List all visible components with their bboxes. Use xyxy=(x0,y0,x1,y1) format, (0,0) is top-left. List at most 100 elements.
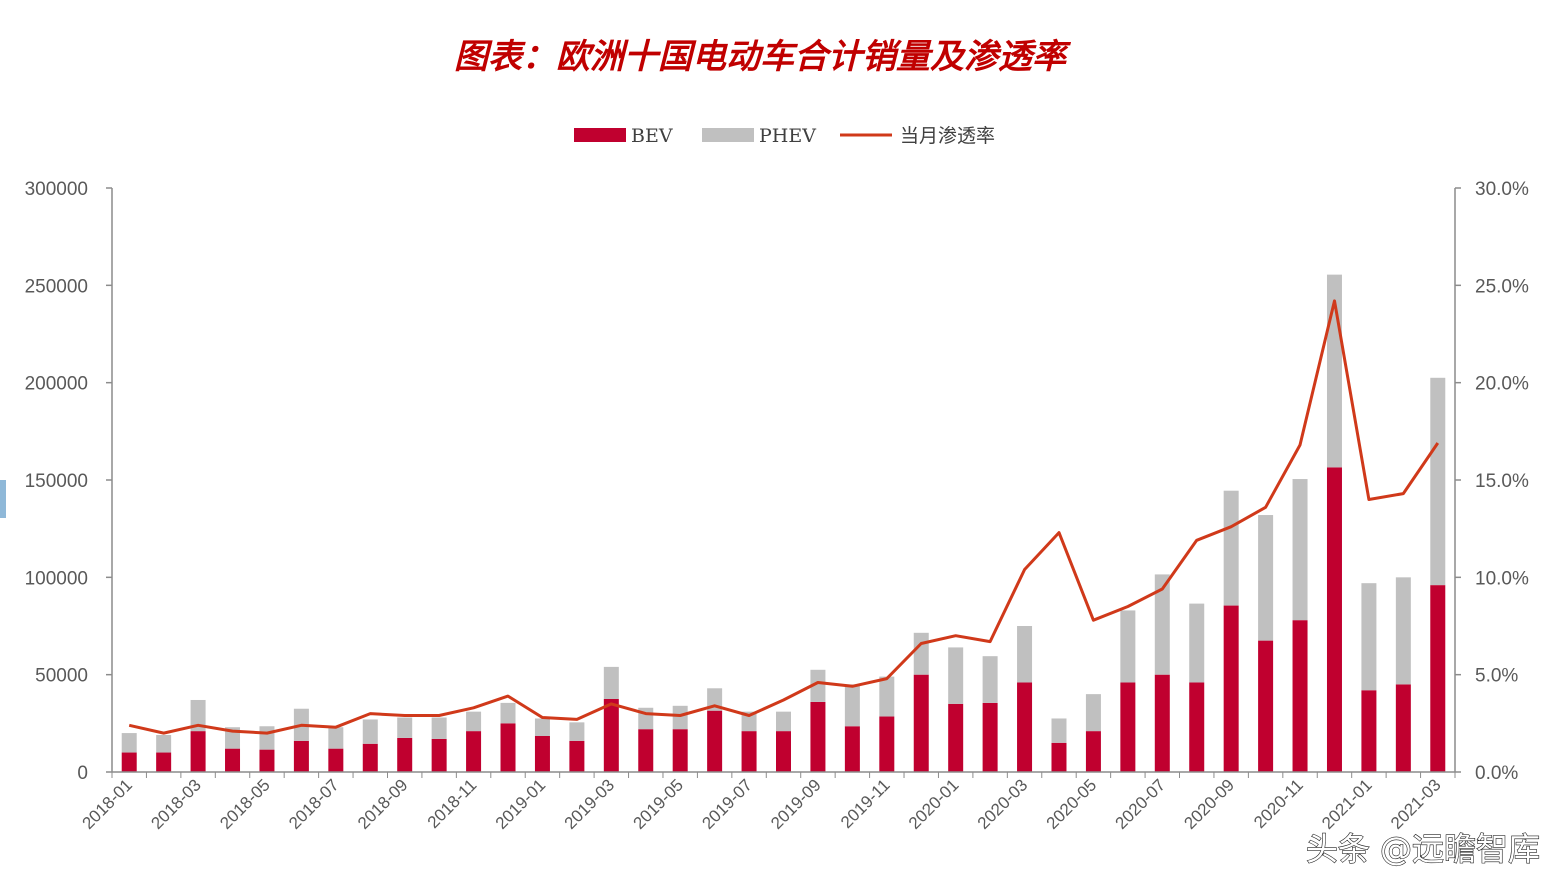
bar-bev-2019-07 xyxy=(741,731,757,772)
x-tick-label: 2019-09 xyxy=(767,775,825,833)
bar-bev-2019-09 xyxy=(810,701,826,772)
bar-phev-2020-01 xyxy=(948,647,964,704)
bar-phev-2019-11 xyxy=(879,676,895,717)
bar-phev-2019-10 xyxy=(844,684,860,727)
bar-bev-2020-06 xyxy=(1120,682,1136,772)
x-tick-label: 2020-09 xyxy=(1180,775,1238,833)
bar-bev-2020-01 xyxy=(948,703,964,772)
bar-bev-2018-04 xyxy=(225,748,241,772)
bar-bev-2018-10 xyxy=(431,738,447,772)
bar-bev-2018-03 xyxy=(190,731,206,772)
bar-phev-2018-01 xyxy=(121,733,137,753)
bar-phev-2019-12 xyxy=(913,632,929,675)
bar-bev-2019-05 xyxy=(672,729,688,772)
y-right-tick-label: 10.0% xyxy=(1475,568,1529,589)
y-left-tick-label: 100000 xyxy=(25,568,88,589)
bar-bev-2021-03 xyxy=(1430,585,1446,772)
watermark-text: 头条 @远瞻智库 xyxy=(1306,830,1540,868)
bar-phev-2020-05 xyxy=(1085,694,1101,732)
x-tick-label: 2018-05 xyxy=(216,775,274,833)
bar-bev-2020-02 xyxy=(982,702,998,772)
y-right-tick-label: 30.0% xyxy=(1475,179,1529,200)
bar-bev-2019-10 xyxy=(844,726,860,772)
x-tick-label: 2021-03 xyxy=(1387,775,1445,833)
bar-bev-2019-12 xyxy=(913,674,929,772)
y-left-tick-label: 250000 xyxy=(25,276,88,297)
bar-phev-2018-02 xyxy=(156,735,172,753)
bar-phev-2018-07 xyxy=(328,727,344,749)
bar-bev-2018-11 xyxy=(466,731,482,772)
chart-title: 图表：欧洲十国电动车合计销量及渗透率 xyxy=(454,37,1072,77)
x-tick-label: 2019-07 xyxy=(698,775,756,833)
bar-bev-2021-01 xyxy=(1361,690,1377,772)
bar-bev-2020-10 xyxy=(1258,640,1274,772)
x-tick-label: 2020-05 xyxy=(1043,775,1101,833)
bar-phev-2019-07 xyxy=(741,711,757,732)
bar-bev-2020-05 xyxy=(1085,731,1101,772)
bar-bev-2019-01 xyxy=(534,735,550,772)
y-left-tick-label: 0 xyxy=(77,763,88,784)
bar-phev-2019-03 xyxy=(603,666,619,699)
bar-bev-2020-11 xyxy=(1292,620,1308,772)
bar-bev-2019-06 xyxy=(707,710,723,772)
bar-bev-2021-02 xyxy=(1395,684,1411,772)
x-tick-label: 2020-03 xyxy=(974,775,1032,833)
bar-bev-2018-12 xyxy=(500,723,516,772)
bar-bev-2020-09 xyxy=(1223,605,1239,772)
line-layer xyxy=(128,299,1440,735)
bar-phev-2018-10 xyxy=(431,717,447,739)
bar-phev-2018-05 xyxy=(259,726,275,750)
bar-phev-2018-03 xyxy=(190,699,206,732)
chart-legend: BEV PHEV 当月渗透率 xyxy=(574,125,995,147)
bar-bev-2018-07 xyxy=(328,748,344,772)
bar-phev-2019-01 xyxy=(534,718,550,736)
x-tick-label: 2018-11 xyxy=(424,775,481,832)
y-right-tick-label: 0.0% xyxy=(1475,763,1518,784)
x-tick-label: 2020-11 xyxy=(1250,775,1307,832)
bar-phev-2021-02 xyxy=(1395,577,1411,685)
x-tick-label: 2021-01 xyxy=(1318,775,1376,833)
bar-phev-2018-11 xyxy=(466,711,482,732)
bar-phev-2019-06 xyxy=(707,688,723,711)
bar-phev-2020-06 xyxy=(1120,610,1136,683)
legend-swatch-bev xyxy=(574,128,626,142)
bar-phev-2019-05 xyxy=(672,705,688,730)
left-edge-marker xyxy=(0,480,6,518)
bar-phev-2020-09 xyxy=(1223,490,1239,606)
legend-label-penetration: 当月渗透率 xyxy=(900,125,995,147)
legend-label-bev: BEV xyxy=(631,125,673,147)
x-tick-label: 2019-11 xyxy=(837,775,894,832)
bar-bev-2019-04 xyxy=(638,729,654,772)
bar-phev-2020-10 xyxy=(1258,515,1274,641)
legend-swatch-phev xyxy=(702,128,754,142)
bar-bev-2020-07 xyxy=(1154,674,1170,772)
x-tick-label: 2019-05 xyxy=(629,775,687,833)
x-tick-label: 2018-09 xyxy=(354,775,412,833)
x-tick-label: 2020-07 xyxy=(1112,775,1170,833)
bar-phev-2019-08 xyxy=(776,711,791,732)
bar-bev-2018-09 xyxy=(397,737,413,772)
y-right-tick-label: 5.0% xyxy=(1475,666,1518,687)
bar-bev-2019-02 xyxy=(569,740,585,772)
bar-bev-2019-08 xyxy=(776,731,791,772)
y-left-tick-label: 200000 xyxy=(25,374,88,395)
bar-bev-2020-08 xyxy=(1189,682,1205,772)
bar-phev-2020-03 xyxy=(1017,626,1033,683)
bar-phev-2021-01 xyxy=(1361,583,1377,691)
bar-bev-2018-06 xyxy=(293,740,309,772)
bar-phev-2019-09 xyxy=(810,669,826,702)
x-tick-label: 2019-01 xyxy=(492,775,550,833)
bar-phev-2020-07 xyxy=(1154,574,1170,675)
bar-bev-2019-11 xyxy=(879,716,895,772)
x-tick-label: 2018-07 xyxy=(285,775,343,833)
bar-bev-2020-03 xyxy=(1017,682,1033,772)
bar-phev-2020-02 xyxy=(982,656,998,703)
bar-phev-2018-12 xyxy=(500,702,516,724)
bar-phev-2018-08 xyxy=(362,719,378,744)
y-left-tick-label: 50000 xyxy=(35,666,88,687)
bar-bev-2020-04 xyxy=(1051,742,1067,772)
x-tick-label: 2018-03 xyxy=(147,775,205,833)
x-tick-label: 2020-01 xyxy=(905,775,963,833)
bar-bev-2018-08 xyxy=(362,743,378,772)
